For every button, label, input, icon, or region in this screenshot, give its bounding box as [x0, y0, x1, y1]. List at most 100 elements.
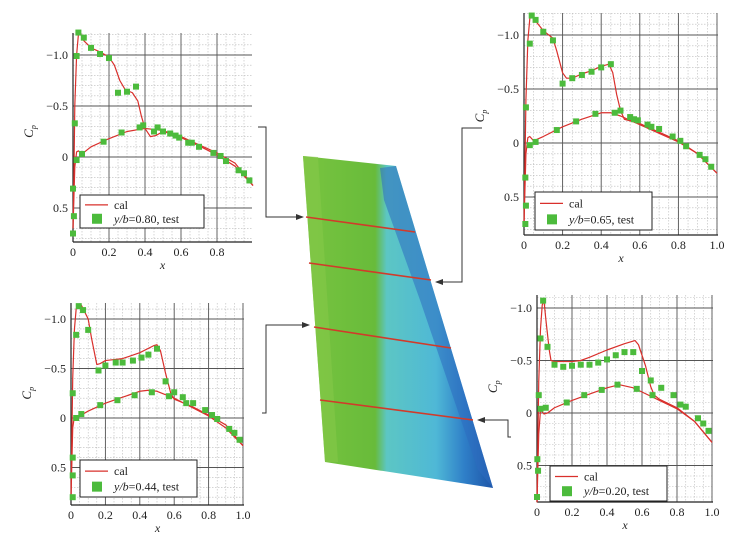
test-point	[148, 389, 155, 396]
test-point	[172, 132, 179, 139]
test-point	[236, 436, 243, 443]
test-point	[151, 128, 157, 135]
legend-test-value: =0.65, test	[584, 212, 635, 226]
test-point	[540, 297, 547, 304]
legend-test-var: y/b	[113, 480, 129, 494]
test-point	[167, 130, 174, 137]
test-point	[634, 117, 641, 124]
legend-test-value: =0.80, test	[129, 212, 180, 226]
test-point	[656, 125, 663, 132]
x-axis-label: x	[159, 258, 166, 272]
test-point	[577, 361, 584, 368]
test-point	[534, 456, 541, 463]
test-point	[559, 80, 566, 87]
x-tick-label: 0	[521, 238, 527, 252]
x-tick-label: 0.2	[102, 245, 117, 259]
test-point	[611, 109, 618, 116]
test-point	[677, 137, 684, 144]
x-tick-label: 0.8	[201, 508, 216, 522]
legend-test-swatch	[92, 213, 102, 224]
test-point	[607, 61, 614, 68]
test-point	[598, 64, 605, 71]
y-tick-label: −0.5	[44, 362, 66, 376]
test-point	[621, 349, 628, 356]
test-point	[171, 389, 178, 396]
y-axis-label-sub: p	[27, 387, 36, 392]
y-tick-label: 0	[513, 136, 519, 150]
connector-arrows	[258, 126, 511, 438]
test-point	[612, 352, 619, 359]
x-axis-label: x	[617, 251, 624, 265]
y-tick-label: −0.5	[510, 354, 532, 368]
test-point	[73, 157, 80, 164]
test-point	[196, 143, 202, 150]
y-tick-label: −1.0	[46, 48, 68, 62]
test-point	[79, 150, 85, 157]
x-axis-label: x	[621, 518, 628, 532]
x-tick-label: 0.8	[670, 505, 685, 519]
test-point	[522, 174, 529, 181]
legend-cal-label: cal	[584, 470, 599, 484]
legend-test-var: y/b	[568, 212, 584, 226]
x-tick-label: 1.0	[236, 508, 251, 522]
test-point	[586, 361, 593, 368]
test-point	[124, 88, 130, 95]
test-point	[648, 123, 655, 130]
test-point	[202, 407, 209, 414]
test-point	[633, 385, 640, 392]
cp-plot-yb065: 0 0.2 0.4 0.6 0.8 1.0 −1.0 −0.5 0 0.5 x Cp cal y/b=0.…	[472, 12, 725, 265]
test-point	[154, 124, 161, 131]
x-tick-label: 0.6	[632, 238, 647, 252]
test-point	[544, 343, 551, 350]
y-tick-label: 0	[526, 406, 532, 420]
test-point	[592, 110, 599, 117]
x-tick-label: 1.0	[705, 505, 720, 519]
y-tick-label: 0.5	[53, 201, 68, 215]
test-point	[560, 363, 567, 370]
test-point	[136, 124, 143, 131]
legend-test-swatch	[92, 481, 102, 492]
test-point	[80, 34, 87, 41]
test-point	[705, 427, 712, 434]
test-point	[647, 377, 654, 384]
legend-test-value: =0.20, test	[599, 484, 650, 498]
legend-test-value: =0.44, test	[129, 480, 180, 494]
test-point	[528, 12, 535, 19]
test-point	[129, 357, 136, 364]
legend-test-label: y/b=0.44, test	[113, 480, 180, 494]
y-axis-label: Cp	[485, 380, 502, 393]
test-point	[537, 405, 544, 412]
legend-test-label: y/b=0.20, test	[583, 484, 650, 498]
y-axis-label-main: C	[21, 129, 36, 138]
test-point	[630, 349, 637, 356]
test-point	[78, 411, 85, 418]
cal-line-lower	[536, 384, 713, 503]
test-point	[162, 378, 169, 385]
test-point	[532, 138, 539, 145]
cp-plot-yb044: 0 0.2 0.4 0.6 0.8 1.0 −1.0 −0.5 0 0.5 x Cp cal y/b=0.…	[19, 303, 251, 535]
test-point	[708, 163, 715, 170]
test-point	[534, 494, 540, 500]
test-point	[145, 351, 152, 358]
test-point	[69, 390, 76, 397]
y-tick-label: 0.5	[51, 461, 66, 475]
x-axis-label: x	[154, 521, 161, 535]
x-tick-label: 0.2	[98, 508, 113, 522]
x-tick-label: 0	[68, 508, 74, 522]
x-tick-label: 0.4	[594, 238, 609, 252]
test-point	[631, 116, 638, 123]
y-axis-label: Cp	[472, 110, 489, 123]
test-point	[140, 122, 147, 129]
x-tick-label: 0.2	[565, 505, 580, 519]
test-point	[231, 429, 238, 436]
test-point	[235, 167, 242, 174]
test-point	[522, 104, 529, 111]
test-point	[119, 359, 126, 366]
test-point	[73, 53, 80, 60]
y-tick-label: −0.5	[497, 82, 519, 96]
arrow-065	[435, 127, 482, 285]
arrow-020	[477, 417, 511, 438]
y-tick-label: 0	[62, 150, 68, 164]
test-point	[166, 393, 173, 400]
